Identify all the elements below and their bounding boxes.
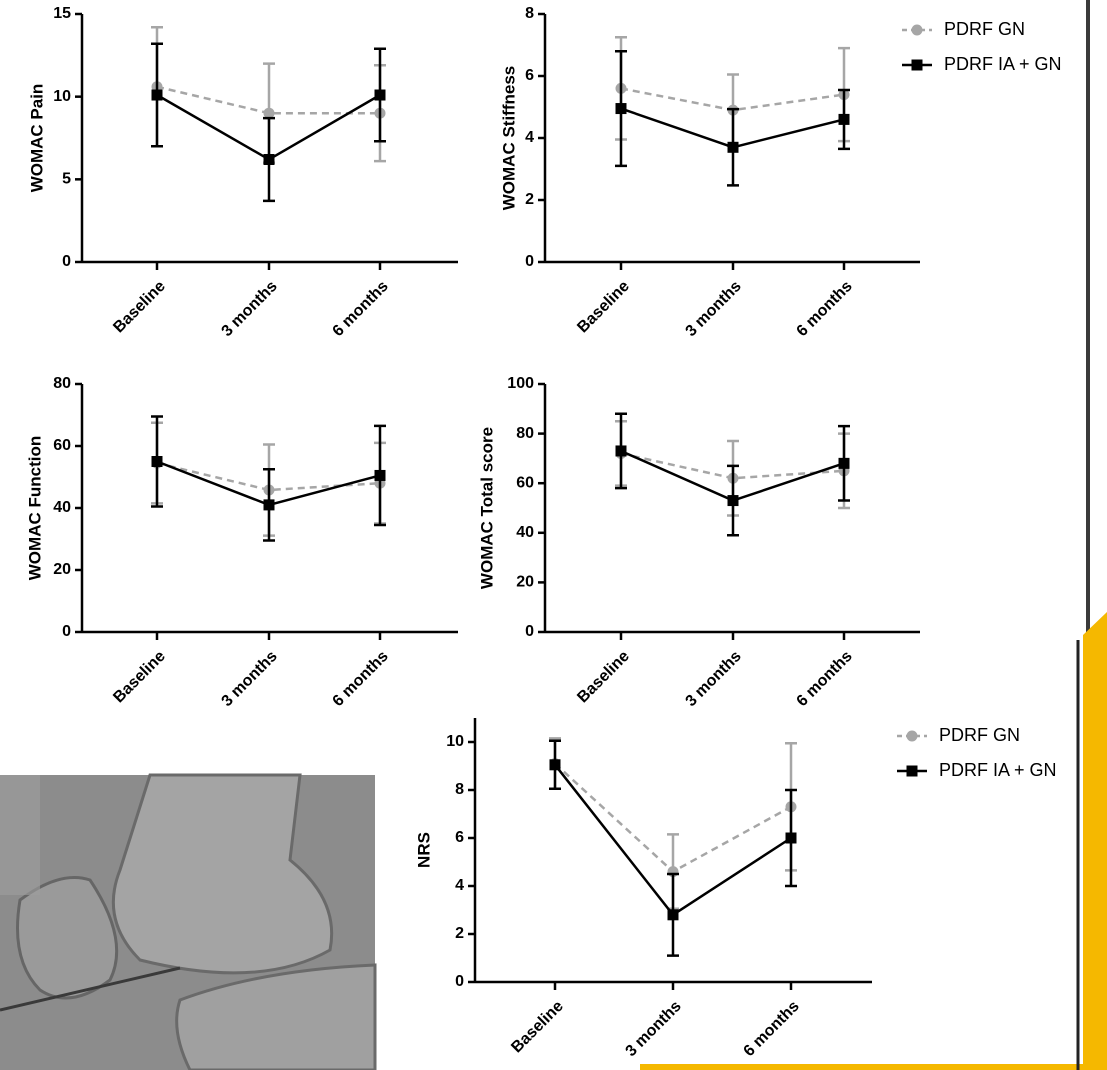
marker [550,759,561,770]
marker [264,154,275,165]
y-tick-label: 60 [53,437,71,454]
x-tick-label: 3 months [622,998,684,1060]
x-tick-label: 3 months [218,278,280,340]
x-tick-label: Baseline [574,648,633,707]
y-axis-label: WOMAC Total score [477,427,496,589]
x-tick-label: 6 months [793,648,855,710]
marker [616,445,627,456]
decoration [1083,612,1107,1070]
marker [264,499,275,510]
x-tick-label: 3 months [218,648,280,710]
y-tick-label: 6 [455,829,464,846]
y-axis-label: WOMAC Function [25,436,44,580]
x-tick-label: Baseline [574,278,633,337]
marker [728,495,739,506]
legend-marker [907,731,918,742]
figure: 0 5 10 15 Baseline 3 months 6 months WOMAC Pain… [0,0,1107,1070]
x-tick-label: 6 months [329,278,391,340]
y-tick-label: 40 [53,499,71,516]
y-axis-label: NRS [414,832,433,868]
y-tick-label: 10 [53,88,71,105]
marker [152,90,163,101]
x-tick-label: 6 months [329,648,391,710]
y-tick-label: 0 [455,973,464,990]
y-tick-label: 80 [53,375,71,392]
x-tick-label: Baseline [110,278,169,337]
x-tick-label: 6 months [740,998,802,1060]
y-tick-label: 15 [53,5,71,22]
y-tick-label: 100 [507,375,534,392]
y-tick-label: 0 [525,253,534,270]
y-axis-label: WOMAC Stiffness [499,66,518,211]
y-tick-label: 60 [516,474,534,491]
marker [839,458,850,469]
decoration [640,1064,1085,1070]
marker [375,470,386,481]
y-tick-label: 0 [62,253,71,270]
marker [152,456,163,467]
y-tick-label: 0 [525,623,534,640]
y-tick-label: 5 [62,171,71,188]
x-tick-label: Baseline [110,648,169,707]
legend-label: PDRF GN [939,725,1020,745]
y-tick-label: 10 [446,733,464,750]
y-axis-label: WOMAC Pain [27,84,46,193]
y-tick-label: 20 [53,561,71,578]
y-tick-label: 0 [62,623,71,640]
x-tick-label: Baseline [508,998,567,1057]
x-tick-label: 6 months [793,278,855,340]
x-tick-label: 3 months [682,278,744,340]
marker [668,909,679,920]
legend-marker [912,60,923,71]
y-tick-label: 4 [455,877,464,894]
y-tick-label: 8 [525,5,534,22]
legend-marker [907,766,918,777]
y-tick-label: 2 [455,925,464,942]
y-tick-label: 2 [525,191,534,208]
y-tick-label: 4 [525,129,534,146]
y-tick-label: 80 [516,425,534,442]
xray-image [0,775,375,1070]
marker [375,90,386,101]
marker [839,114,850,125]
legend-marker [912,25,923,36]
y-tick-label: 8 [455,781,464,798]
y-tick-label: 6 [525,67,534,84]
x-tick-label: 3 months [682,648,744,710]
marker [786,833,797,844]
legend-label: PDRF GN [944,19,1025,39]
marker [728,142,739,153]
legend-label: PDRF IA + GN [939,760,1057,780]
y-tick-label: 20 [516,574,534,591]
y-tick-label: 40 [516,524,534,541]
marker [616,103,627,114]
legend-label: PDRF IA + GN [944,54,1062,74]
